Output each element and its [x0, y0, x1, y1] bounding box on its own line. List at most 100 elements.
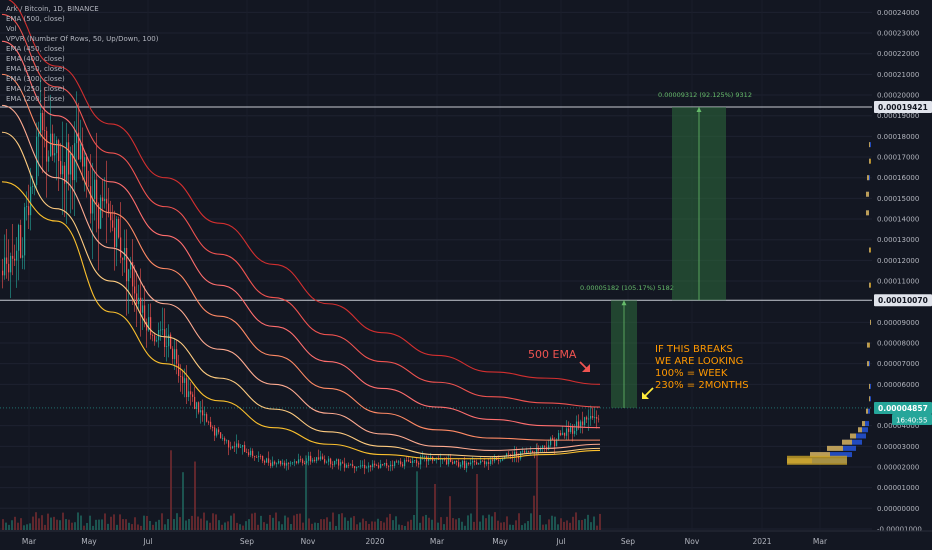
candle-body	[44, 130, 46, 131]
candle-body	[24, 207, 26, 256]
volume-bar	[161, 513, 163, 530]
candle-body	[88, 185, 90, 187]
candle-body	[14, 258, 16, 261]
candle-body	[46, 130, 48, 162]
candle-body	[300, 459, 302, 461]
candle-body	[174, 349, 176, 360]
volume-bar	[374, 521, 376, 530]
candle-body	[500, 460, 502, 462]
candle-body	[76, 132, 78, 144]
vpvr-bar-down	[862, 421, 865, 427]
volume-bar	[407, 521, 409, 530]
candle-body	[520, 451, 522, 459]
candle-body	[434, 459, 436, 461]
volume-bar	[32, 516, 34, 530]
volume-bar	[257, 524, 259, 530]
volume-bar	[383, 522, 385, 530]
candle-body	[354, 466, 356, 469]
candle-body	[452, 461, 454, 464]
candle-body	[532, 450, 534, 453]
indicator-ema-300[interactable]: EMA (300, close)	[6, 75, 65, 83]
volume-bar	[296, 513, 298, 530]
volume-bar	[47, 513, 49, 530]
volume-bar	[479, 521, 481, 530]
candle-body	[370, 465, 372, 468]
candle-body	[296, 461, 298, 463]
volume-bar	[29, 523, 31, 530]
candle-body	[150, 317, 152, 336]
candle-body	[292, 462, 294, 464]
volume-bar	[101, 519, 103, 530]
volume-bar	[248, 519, 250, 530]
candle-body	[136, 293, 138, 305]
volume-bar	[443, 524, 445, 530]
candle-body	[460, 464, 462, 467]
candle-body	[394, 461, 396, 466]
volume-bar	[341, 513, 343, 530]
candle-body	[212, 427, 214, 428]
candle-body	[278, 461, 280, 464]
volume-bar	[467, 515, 469, 530]
volume-bar	[188, 518, 190, 530]
vpvr-bar-down	[827, 445, 843, 451]
candle-body	[116, 218, 118, 247]
x-tick-label: Mar	[22, 537, 37, 546]
candle-body	[286, 463, 288, 466]
volume-bar	[359, 522, 361, 530]
volume-bar	[281, 524, 283, 530]
indicator-ema-250[interactable]: EMA (250, close)	[6, 85, 65, 93]
candle-body	[18, 224, 20, 251]
volume-bar	[62, 512, 64, 530]
breakout-arrow	[644, 387, 654, 397]
volume-bar	[350, 517, 352, 530]
x-tick-label: Jul	[555, 537, 565, 546]
target-arrow-head	[621, 300, 627, 306]
candle-body	[74, 143, 76, 181]
indicator-ema-200[interactable]: EMA (200, close)	[6, 95, 65, 103]
candle-body	[244, 445, 246, 452]
indicator-vpvr[interactable]: VPVR (Number Of Rows, 50, Up/Down, 100)	[6, 35, 159, 43]
volume-bar	[530, 513, 532, 530]
indicator-ema-350[interactable]: EMA (350, close)	[6, 65, 65, 73]
volume-bar	[8, 524, 10, 530]
x-tick-label: May	[492, 537, 508, 546]
candle-body	[360, 465, 362, 467]
current-price-label-bg	[874, 401, 932, 414]
indicator-ema-400[interactable]: EMA (400, close)	[6, 55, 65, 63]
volume-bar	[233, 513, 235, 530]
candle-body	[418, 463, 420, 465]
volume-bar	[227, 521, 229, 530]
candle-body	[118, 218, 120, 238]
candle-body	[184, 378, 186, 383]
note-line: WE ARE LOOKING	[655, 356, 743, 367]
indicator-ema-500[interactable]: EMA (500, close)	[6, 15, 65, 23]
candle-body	[38, 132, 40, 137]
volume-bar	[308, 518, 310, 530]
candle-body	[342, 462, 344, 464]
volume-bar	[5, 522, 7, 530]
ema-line-0	[8, 0, 601, 385]
symbol-title[interactable]: Ark / Bitcoin, 1D, BINANCE	[6, 5, 99, 13]
candle-body	[340, 462, 342, 466]
breakout-arrow-head	[642, 392, 649, 399]
candle-body	[274, 461, 276, 464]
indicator-ema-450[interactable]: EMA (450, close)	[6, 45, 65, 53]
volume-bar	[41, 515, 43, 530]
candle-body	[42, 112, 44, 131]
ema-500-arrow-head	[582, 364, 590, 372]
indicator-vol[interactable]: Vol	[6, 25, 17, 33]
volume-bar	[152, 524, 154, 530]
candle-body	[294, 461, 296, 463]
candle-body	[514, 451, 516, 457]
candle-body	[486, 462, 488, 465]
vpvr-bar-down	[869, 383, 870, 389]
x-tick-label: Mar	[430, 537, 445, 546]
candle-body	[364, 464, 366, 469]
candle-body	[414, 460, 416, 462]
volume-bar	[362, 518, 364, 530]
x-tick-label: May	[81, 537, 97, 546]
candle-body	[326, 461, 328, 463]
volume-bar	[515, 520, 517, 530]
